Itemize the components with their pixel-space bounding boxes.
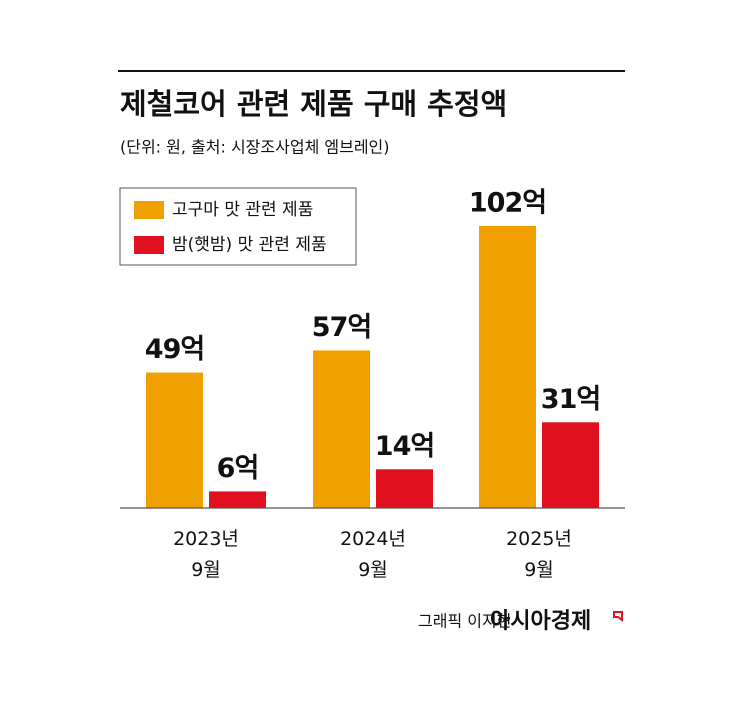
x-tick-line: 9월 xyxy=(191,559,221,581)
value-label: 6억 xyxy=(217,453,259,484)
bar xyxy=(542,422,599,508)
bar xyxy=(376,469,433,508)
credit: 그래픽 이지현 xyxy=(418,612,511,631)
bar xyxy=(146,372,203,508)
x-tick-label: 2023년 9월 xyxy=(173,528,239,581)
value-label: 31억 xyxy=(541,384,600,415)
x-tick-line: 9월 xyxy=(358,559,388,581)
legend-swatch xyxy=(134,236,164,254)
legend-swatch xyxy=(134,201,164,219)
publisher-logo xyxy=(613,611,623,622)
x-tick-line: 2023년 xyxy=(173,528,239,550)
chart-title: 제철코어 관련 제품 구매 추정액 xyxy=(120,87,507,121)
legend-label: 고구마 맛 관련 제품 xyxy=(172,200,313,220)
value-label: 49억 xyxy=(145,334,204,365)
chart-subtitle: (단위: 원, 출처: 시장조사업체 엠브레인) xyxy=(120,138,390,157)
legend-label: 밤(햇밤) 맛 관련 제품 xyxy=(172,235,327,255)
x-tick-label: 2024년 9월 xyxy=(340,528,406,581)
x-tick-line: 9월 xyxy=(524,559,554,581)
value-label: 57억 xyxy=(312,312,371,343)
x-tick-line: 2025년 xyxy=(506,528,572,550)
bar xyxy=(479,226,536,508)
publisher: 아시아경제 xyxy=(490,609,591,634)
value-label: 14억 xyxy=(375,431,434,462)
x-tick-line: 2024년 xyxy=(340,528,406,550)
x-tick-label: 2025년 9월 xyxy=(506,528,572,581)
bar xyxy=(313,350,370,508)
bar xyxy=(209,491,266,508)
value-label: 102억 xyxy=(469,188,546,219)
